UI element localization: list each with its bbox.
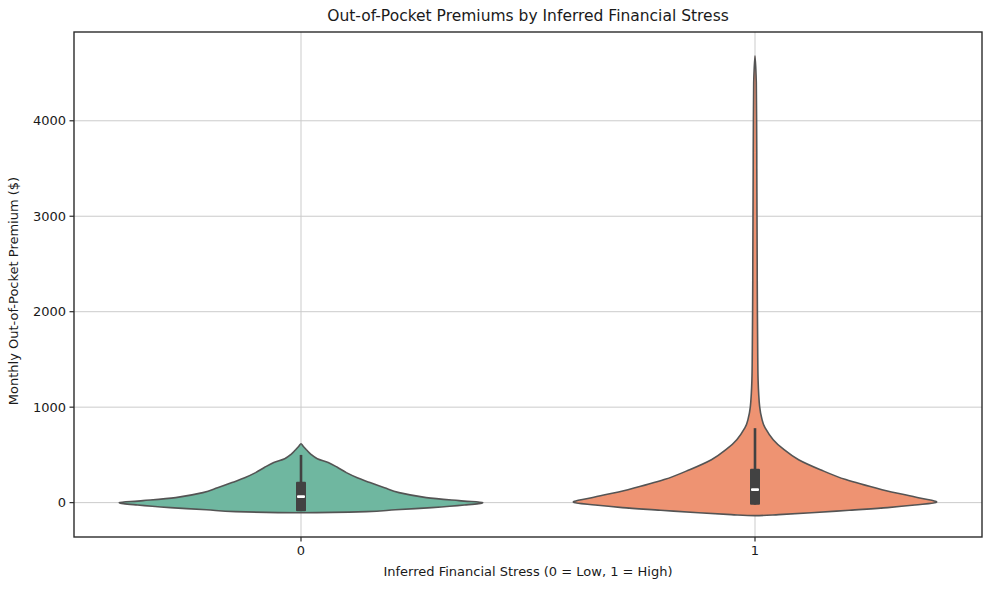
plot-border [74, 32, 982, 537]
y-tick-label: 0 [58, 495, 66, 510]
y-tick-label: 1000 [33, 400, 66, 415]
y-tick-label: 2000 [33, 304, 66, 319]
x-tick-label: 1 [751, 543, 759, 558]
y-tick-label: 4000 [33, 113, 66, 128]
median-line-0 [297, 495, 305, 498]
median-line-1 [751, 488, 759, 491]
y-tick-label: 3000 [33, 209, 66, 224]
plot-canvas: 0 1000 2000 3000 4000 0 1 [0, 0, 989, 590]
chart-title: Out-of-Pocket Premiums by Inferred Finan… [74, 7, 982, 25]
violin-plot-figure: 0 1000 2000 3000 4000 0 1 Out-of-Pocket Premiu… [0, 0, 989, 590]
box-iqr-1 [750, 469, 760, 505]
x-axis-label: Inferred Financial Stress (0 = Low, 1 = … [74, 564, 982, 579]
y-axis-label: Monthly Out-of-Pocket Premium ($) [6, 111, 24, 471]
x-tick-label: 0 [297, 543, 305, 558]
